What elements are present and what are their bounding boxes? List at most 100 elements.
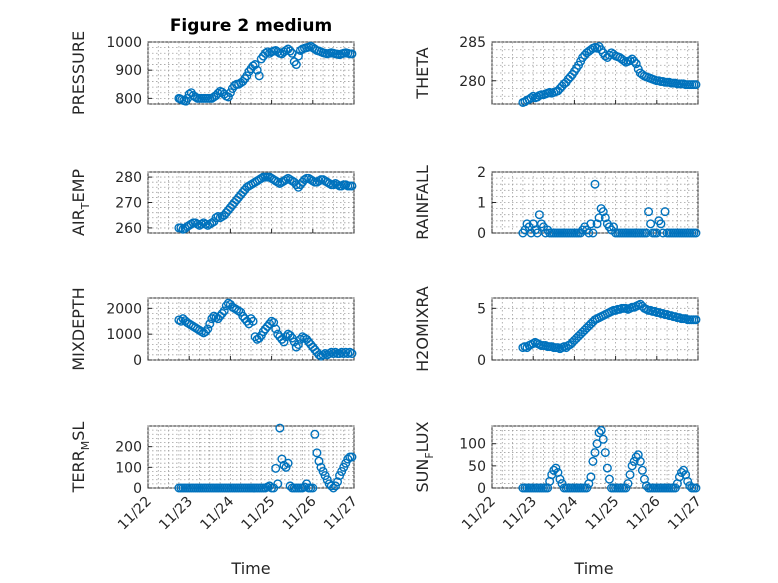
data-point xyxy=(318,350,328,360)
y-tick-label: 2000 xyxy=(106,301,142,317)
data-point xyxy=(341,180,351,190)
data-point xyxy=(691,483,701,493)
data-point xyxy=(328,180,338,190)
series-markers xyxy=(174,41,357,106)
data-point xyxy=(691,315,701,325)
data-point xyxy=(273,479,283,489)
y-tick-label: 260 xyxy=(115,221,142,237)
subplot-terr_msl: 0 100 200 11/22 11/23 11/24 11/25 11/26 11/27 TER… xyxy=(69,422,361,534)
data-point xyxy=(594,428,604,438)
data-point xyxy=(328,483,338,493)
data-point xyxy=(295,334,305,344)
data-point xyxy=(588,456,598,466)
data-point xyxy=(582,483,592,493)
data-point xyxy=(221,301,231,311)
data-point xyxy=(312,448,322,458)
subplot-mixdepth: 0 1000 2000 MIXDEPTH xyxy=(69,287,357,371)
data-point xyxy=(324,178,334,188)
y-axis-label: TERRMSL xyxy=(69,422,92,494)
data-point xyxy=(277,454,287,464)
data-point xyxy=(260,48,270,58)
data-point xyxy=(604,474,614,484)
data-point xyxy=(174,315,184,325)
series-markers xyxy=(174,298,357,361)
y-tick-label: 100 xyxy=(115,460,142,476)
data-point xyxy=(250,332,260,342)
data-point xyxy=(635,456,645,466)
data-point xyxy=(683,476,693,486)
data-point xyxy=(592,43,602,53)
data-point xyxy=(281,332,291,342)
x-tick-label: 11/27 xyxy=(321,494,361,534)
series-markers xyxy=(174,172,357,234)
y-tick-label: 1 xyxy=(477,196,486,212)
data-point xyxy=(310,429,320,439)
data-point xyxy=(285,46,295,56)
data-point xyxy=(629,56,639,66)
y-tick-label: 1000 xyxy=(106,327,142,343)
data-point xyxy=(275,423,285,433)
data-point xyxy=(271,463,281,473)
data-point xyxy=(333,477,343,487)
data-point xyxy=(262,47,272,57)
data-point xyxy=(279,337,289,347)
data-point xyxy=(205,319,215,329)
data-point xyxy=(314,176,324,186)
data-point xyxy=(343,349,353,359)
data-point xyxy=(201,327,211,337)
data-point xyxy=(586,472,596,482)
data-point xyxy=(598,207,608,217)
data-point xyxy=(271,324,281,334)
data-point xyxy=(660,207,670,217)
y-axis-label: PRESSURE xyxy=(69,31,88,115)
series-markers xyxy=(518,42,701,107)
axes-background xyxy=(491,41,699,105)
x-tick-label: 11/22 xyxy=(459,494,499,534)
data-point xyxy=(281,175,291,185)
data-point xyxy=(600,448,610,458)
x-tick-label: 11/27 xyxy=(665,494,705,534)
subplot-air_temp: 260 270 280 AIRTEMP xyxy=(69,169,357,237)
subplot-sun_flux: 0 50 100 11/22 11/23 11/24 11/25 11/26 11/27 SUNF… xyxy=(413,421,705,533)
data-point xyxy=(345,347,355,357)
y-axis-label: H2OMIXRA xyxy=(413,286,432,372)
data-point xyxy=(223,92,233,102)
data-point xyxy=(644,207,654,217)
y-tick-label: 800 xyxy=(115,91,142,107)
data-point xyxy=(592,439,602,449)
series-markers xyxy=(518,425,701,493)
series-markers xyxy=(174,423,357,493)
y-axis-label: RAINFALL xyxy=(413,165,432,240)
x-axis-label-left: Time xyxy=(230,559,270,578)
data-point xyxy=(203,324,213,334)
data-point xyxy=(293,340,303,350)
data-point xyxy=(670,483,680,493)
y-tick-label: 0 xyxy=(133,353,142,369)
series-markers xyxy=(518,299,701,354)
data-point xyxy=(596,425,606,435)
data-point xyxy=(674,472,684,482)
y-tick-label: 100 xyxy=(459,437,486,453)
data-point xyxy=(285,330,295,340)
data-point xyxy=(248,316,258,326)
y-tick-label: 5 xyxy=(477,301,486,317)
data-point xyxy=(637,465,647,475)
data-point xyxy=(594,213,604,223)
data-point xyxy=(627,461,637,471)
y-tick-label: 280 xyxy=(459,74,486,90)
data-point xyxy=(308,176,318,186)
data-point xyxy=(652,228,662,238)
data-point xyxy=(211,213,221,223)
subplot-theta: 280 285 THETA xyxy=(413,35,701,107)
data-point xyxy=(347,452,357,462)
data-point xyxy=(347,349,357,359)
data-point xyxy=(609,222,619,232)
y-axis-label: AIRTEMP xyxy=(69,169,92,236)
data-point xyxy=(629,456,639,466)
data-point xyxy=(273,177,283,187)
data-point xyxy=(646,219,656,229)
data-point xyxy=(330,347,340,357)
data-point xyxy=(213,211,223,221)
data-point xyxy=(600,213,610,223)
